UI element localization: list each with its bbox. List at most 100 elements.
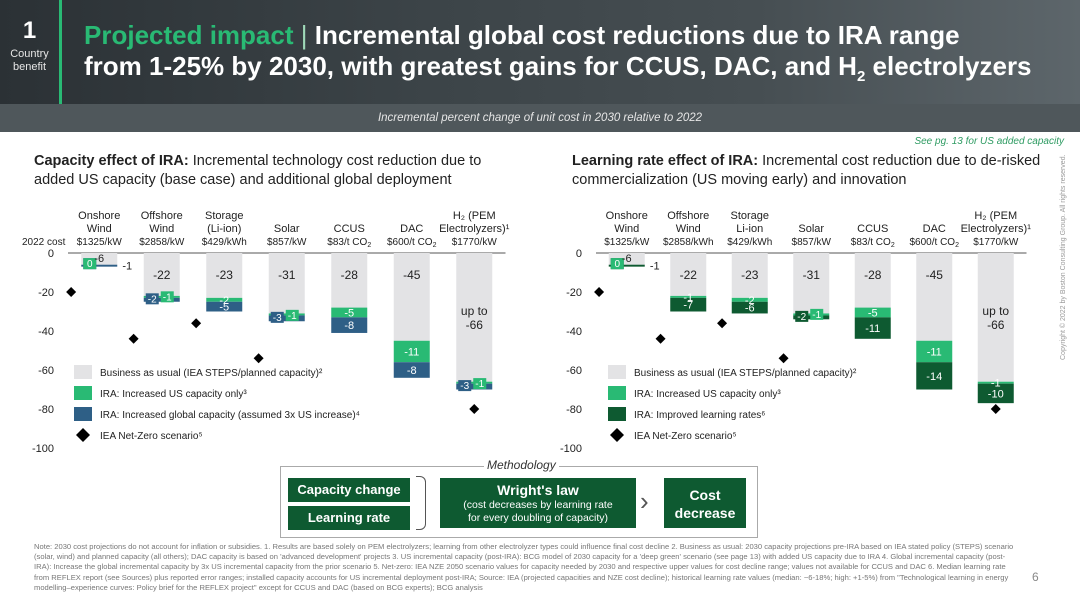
- category-label-line1: Storage: [205, 210, 244, 222]
- y-tick-label: -100: [32, 443, 54, 455]
- legend-swatch-bau: [74, 365, 92, 379]
- data-label-us_only: -1: [163, 292, 172, 303]
- legend-marker-net-zero: [610, 428, 624, 442]
- legend-label-global: IRA: Increased global capacity (assumed …: [100, 410, 360, 421]
- data-label-bau: up to: [982, 304, 1009, 318]
- data-label-learning: -14: [926, 371, 942, 383]
- data-label-bau: -28: [341, 268, 359, 282]
- net-zero-marker: [469, 404, 480, 414]
- data-label-global: -3: [460, 381, 469, 392]
- title-main: Incremental global cost reductions due t…: [314, 20, 960, 50]
- bar-learning: [977, 383, 1014, 404]
- y-tick-label: 0: [48, 248, 54, 260]
- bar-us_only: [670, 295, 707, 298]
- y-tick-label: -80: [566, 404, 582, 416]
- data-label-learning: -7: [683, 300, 693, 312]
- cost-decrease-line1: Cost: [689, 487, 721, 503]
- bar-learning: [854, 317, 891, 339]
- category-cost: $83/t CO2: [327, 237, 371, 249]
- category-cost: $429/kWh: [727, 237, 772, 248]
- bar-learning: [731, 301, 768, 314]
- category-cost: $857/kW: [267, 237, 307, 248]
- category-label-line1: Offshore: [141, 210, 183, 222]
- y-tick-label: -60: [38, 365, 54, 377]
- y-tick-label: -40: [38, 326, 54, 338]
- data-label-bau: -22: [680, 268, 698, 282]
- y-tick-label: -20: [566, 287, 582, 299]
- bar-bau: [331, 253, 368, 308]
- y-tick-label: -20: [38, 287, 54, 299]
- data-label-us_only: -1: [475, 379, 484, 390]
- legend-label-net-zero: IEA Net-Zero scenario⁵: [100, 431, 203, 442]
- category-cost: $429/kWh: [202, 237, 247, 248]
- left-panel-title: Capacity effect of IRA: Incremental tech…: [34, 152, 514, 190]
- page-title: Projected impact | Incremental global co…: [84, 20, 1064, 92]
- data-label-learning: -11: [865, 323, 880, 335]
- tag-us_only: [160, 291, 174, 303]
- legend-label-net-zero: IEA Net-Zero scenario⁵: [634, 431, 737, 442]
- data-label-bau: -66: [466, 318, 484, 332]
- net-zero-marker: [778, 353, 789, 364]
- tag-global: [145, 293, 159, 305]
- category-label-line2: DAC: [923, 223, 946, 235]
- data-label-bau: -45: [926, 268, 944, 282]
- tag-us_only: [810, 308, 824, 320]
- data-label-global: -3: [273, 313, 282, 324]
- legend-swatch-us_only: [608, 386, 626, 400]
- legend-label-bau: Business as usual (IEA STEPS/planned cap…: [100, 368, 323, 379]
- category-label-line2: CCUS: [334, 223, 365, 235]
- data-label-global: -8: [407, 365, 417, 377]
- category-label-line2: Solar: [274, 223, 300, 235]
- bar-bau: [456, 253, 493, 382]
- category-label-line2: DAC: [400, 223, 423, 235]
- see-page-link[interactable]: See pg. 13 for US added capacity: [914, 136, 1064, 147]
- category-cost: $1325/kW: [77, 237, 123, 248]
- bar-us_only: [854, 307, 891, 318]
- bar-bau: [608, 253, 645, 265]
- tag-learning: [795, 310, 809, 322]
- bar-us_only: [393, 340, 430, 363]
- title-end: electrolyzers: [865, 51, 1032, 81]
- page-number: 6: [1032, 570, 1039, 584]
- category-label-line1: Onshore: [606, 210, 648, 222]
- data-label-learning: -2: [797, 312, 806, 323]
- bar-us_only: [206, 297, 243, 302]
- data-label-us_only: -1: [288, 311, 297, 322]
- bar-learning: [670, 297, 707, 312]
- tag-us_only: [473, 378, 487, 390]
- bar-bau: [81, 253, 118, 265]
- category-label-line1: H₂ (PEM: [974, 210, 1017, 222]
- net-zero-marker: [990, 404, 1001, 414]
- legend-label-learning: IRA: Improved learning rates⁶: [634, 410, 765, 421]
- right-panel-title-rest: Incremental cost reduction due to de-ris…: [572, 153, 1041, 188]
- title-subscript: 2: [856, 68, 866, 86]
- data-label-global: -2: [148, 294, 157, 305]
- capacity-change-box: Capacity change: [288, 478, 410, 502]
- bar-bau: [206, 253, 243, 298]
- data-label-bau: up to: [461, 304, 488, 318]
- section-label-line1: Country: [10, 48, 49, 60]
- legend-label-us_only: IRA: Increased US capacity only³: [100, 389, 247, 400]
- data-label-us_only: -11: [404, 346, 419, 358]
- subtitle-bar: Incremental percent change of unit cost …: [0, 104, 1080, 132]
- category-label-line2: (Li-ion): [207, 223, 241, 235]
- category-label-line2: Wind: [87, 223, 112, 235]
- copyright: Copyright © 2022 by Boston Consulting Gr…: [1060, 154, 1067, 360]
- data-label-us_only: -5: [344, 307, 354, 319]
- cost-row-label: 2022 cost: [22, 237, 66, 248]
- wrights-law-desc2: for every doubling of capacity): [467, 512, 609, 524]
- bar-us_only: [916, 340, 953, 363]
- category-label-line2: Electrolyzers)¹: [439, 223, 510, 235]
- category-label-line2: Li-ion: [736, 223, 763, 235]
- header-banner: 1 Country benefit Projected impact | Inc…: [0, 0, 1080, 104]
- net-zero-marker: [66, 287, 77, 297]
- section-label: Country benefit: [0, 48, 59, 74]
- tag-us_only: [285, 309, 299, 321]
- tag-global: [270, 311, 284, 323]
- bar-learning: [608, 264, 645, 267]
- category-cost: $600/t CO2: [910, 237, 960, 249]
- data-label-us_only: 0: [87, 259, 93, 270]
- y-tick-label: -100: [560, 443, 582, 455]
- data-label-bau: -22: [153, 268, 171, 282]
